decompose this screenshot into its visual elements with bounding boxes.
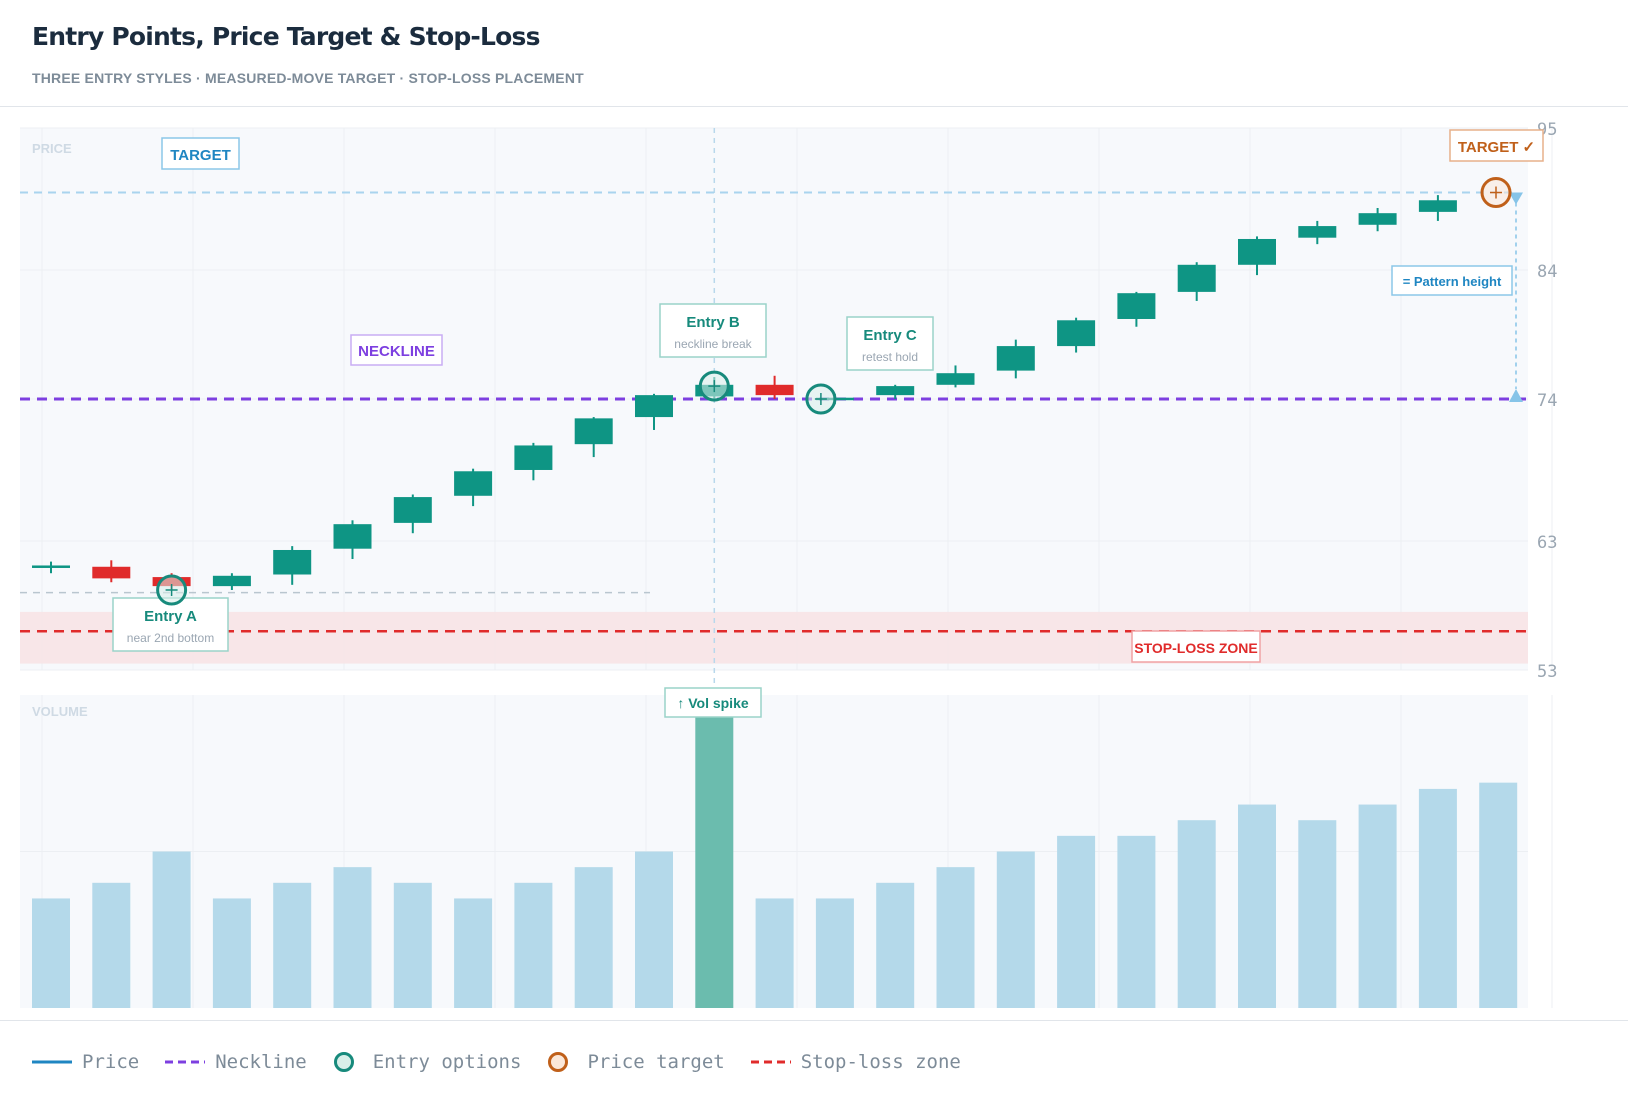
stop-zone-label-box — [1131, 630, 1261, 663]
legend-label: Price target — [587, 1051, 725, 1073]
entry-label-box — [846, 316, 934, 371]
vol-spike-label: ↑ Vol spike — [677, 695, 749, 711]
neckline-label-box — [350, 334, 443, 366]
candle-body — [1298, 226, 1337, 238]
target-hit-label: TARGET ✓ — [1458, 139, 1535, 156]
candle-body — [755, 384, 794, 396]
legend-item-entry: Entry options — [333, 1051, 522, 1073]
volume-panel-label: VOLUME — [32, 704, 88, 719]
volume-bar — [1177, 820, 1216, 1008]
entry-label: Entry B — [686, 314, 740, 331]
volume-bar — [1418, 788, 1457, 1008]
volume-bar — [1117, 835, 1156, 1008]
circle-icon — [547, 1052, 569, 1072]
legend-label: Entry options — [372, 1051, 522, 1073]
price-panel-label: PRICE — [32, 141, 72, 156]
candle-body — [1238, 238, 1276, 265]
vol-spike-label-box — [664, 687, 762, 718]
y-tick-label: 63 — [1537, 533, 1557, 553]
volume-bar — [1358, 804, 1397, 1008]
solid-line-icon — [32, 1052, 72, 1072]
candle-body — [212, 575, 251, 587]
candle-body — [32, 565, 70, 568]
legend-label: Price — [82, 1051, 140, 1073]
y-tick-label: 53 — [1537, 662, 1557, 682]
target-hit-label-box — [1449, 129, 1544, 162]
entry-note: retest hold — [862, 350, 918, 364]
candle-body — [454, 471, 493, 496]
y-tick-label: 74 — [1537, 391, 1557, 411]
volume-bar — [876, 882, 915, 1008]
legend-item-neckline: Neckline — [165, 1051, 307, 1073]
volume-bar — [1479, 782, 1518, 1008]
legend-label: Stop-loss zone — [800, 1051, 961, 1073]
candle-body — [996, 346, 1035, 371]
volume-bar — [212, 898, 251, 1008]
chart-subtitle: THREE ENTRY STYLES · MEASURED-MOVE TARGE… — [32, 70, 584, 86]
chart-title: Entry Points, Price Target & Stop-Loss — [32, 22, 540, 51]
legend-divider — [0, 1020, 1628, 1021]
target-label-box — [161, 137, 240, 170]
candle-body — [1418, 200, 1457, 212]
candle-body — [273, 549, 312, 575]
legend-label: Neckline — [215, 1051, 307, 1073]
candle-body — [876, 386, 915, 396]
volume-bar — [273, 882, 312, 1008]
legend-item-target: Price target — [547, 1051, 725, 1073]
volume-bar — [1298, 820, 1337, 1008]
volume-bar — [333, 867, 372, 1008]
volume-bar — [1057, 835, 1096, 1008]
candle-body — [936, 373, 975, 385]
volume-bar — [152, 851, 191, 1008]
y-tick-label: 84 — [1537, 262, 1557, 282]
volume-bar — [936, 867, 975, 1008]
dashed-line-icon — [165, 1052, 206, 1072]
header-divider — [0, 106, 1628, 107]
volume-bar — [393, 882, 432, 1008]
legend: Price Neckline Entry options Price targe… — [32, 1048, 987, 1076]
legend-item-stop-loss: Stop-loss zone — [750, 1051, 961, 1073]
candle-body — [92, 566, 131, 579]
arrow-head-icon — [1509, 192, 1523, 205]
candle-body — [333, 524, 372, 549]
volume-bar — [755, 898, 794, 1008]
candle-body — [514, 445, 553, 470]
stop-loss-zone — [20, 611, 1528, 664]
volume-bar — [996, 851, 1035, 1008]
entry-note: near 2nd bottom — [127, 631, 214, 645]
volume-spike-bar — [695, 710, 734, 1008]
neckline-label: NECKLINE — [358, 343, 435, 360]
volume-bar — [815, 898, 854, 1008]
pattern-height-label: = Pattern height — [1403, 274, 1502, 289]
volume-bar — [1238, 804, 1276, 1008]
entry-label-box — [659, 303, 767, 358]
volume-bar — [92, 882, 131, 1008]
entry-label-box — [112, 597, 229, 652]
arrow-head-icon — [1509, 389, 1523, 402]
stop-zone-label: STOP-LOSS ZONE — [1134, 640, 1257, 656]
entry-label: Entry C — [863, 327, 917, 344]
dashed-line-icon — [750, 1052, 791, 1072]
volume-bar — [514, 882, 553, 1008]
candle-body — [1358, 213, 1397, 225]
candle-body — [635, 395, 673, 418]
candle-body — [1057, 320, 1096, 347]
pattern-height-label-box — [1391, 265, 1513, 296]
entry-note: neckline break — [674, 337, 752, 351]
volume-bar — [574, 867, 613, 1008]
volume-bar — [635, 851, 673, 1008]
candle-body — [1177, 264, 1216, 292]
candle-body — [393, 497, 432, 523]
legend-item-price: Price — [32, 1051, 139, 1073]
volume-bar — [32, 898, 70, 1008]
volume-bar — [454, 898, 493, 1008]
circle-icon — [333, 1052, 355, 1072]
entry-label: Entry A — [144, 608, 197, 625]
candle-body — [1117, 293, 1156, 319]
candle-body — [574, 418, 613, 445]
target-label: TARGET — [170, 147, 231, 164]
